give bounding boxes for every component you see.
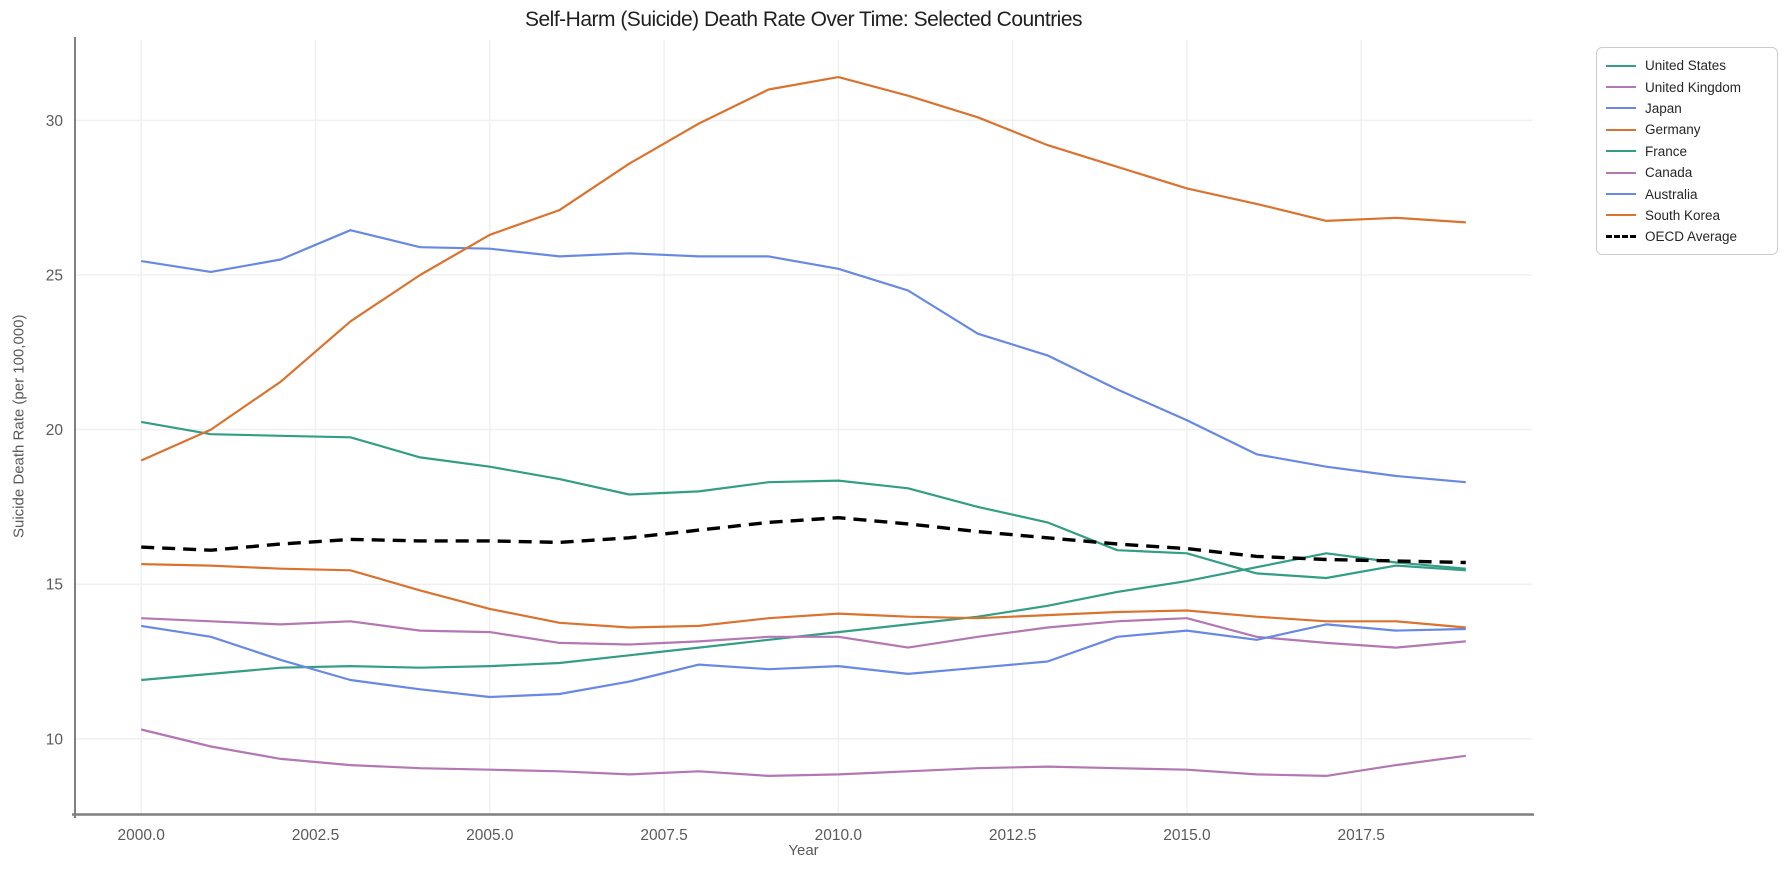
legend-item-label: Germany	[1645, 122, 1701, 138]
x-tick-label: 2005.0	[466, 827, 514, 844]
legend-swatch-line	[1606, 150, 1636, 153]
legend-item: Germany	[1606, 119, 1768, 140]
series-line-japan	[141, 229, 1466, 484]
legend-swatch-line	[1606, 214, 1636, 217]
series-line-france	[141, 420, 1466, 580]
legend-item: OECD Average	[1606, 226, 1768, 247]
legend-item-label: Japan	[1645, 100, 1682, 116]
legend-item: South Korea	[1606, 205, 1768, 226]
legend-item: Japan	[1606, 98, 1768, 119]
y-tick-label: 15	[46, 577, 63, 594]
legend-item: United Kingdom	[1606, 76, 1768, 97]
x-axis-title: Year	[788, 842, 819, 859]
x-tick-label: 2017.5	[1337, 827, 1384, 844]
x-tick-label: 2012.5	[989, 827, 1036, 844]
y-tick-label: 30	[46, 113, 64, 130]
series-line-united-kingdom	[140, 728, 1466, 778]
y-tick-label: 20	[46, 422, 64, 439]
legend-swatch-line	[1606, 107, 1636, 110]
legend-item-label: France	[1645, 143, 1688, 159]
legend-swatch-line	[1606, 193, 1636, 196]
y-tick-label: 25	[46, 267, 63, 284]
series-line-australia	[141, 623, 1466, 699]
legend-item: Australia	[1606, 183, 1768, 204]
series-line-oecd-average	[141, 516, 1466, 565]
legend-item-label: Canada	[1645, 165, 1693, 181]
x-tick-label: 2010.0	[815, 827, 863, 844]
legend-item-label: United Kingdom	[1645, 79, 1742, 95]
legend-swatch-line	[1606, 171, 1636, 174]
legend-item-label: South Korea	[1645, 207, 1721, 223]
legend-item-label: Australia	[1645, 186, 1698, 202]
legend-item: France	[1606, 141, 1768, 162]
series-line-south-korea	[140, 75, 1466, 462]
legend-item: United States	[1606, 55, 1768, 76]
y-tick-label: 10	[46, 731, 64, 748]
legend-swatch-line	[1606, 64, 1636, 67]
x-tick-label: 2002.5	[292, 827, 339, 844]
legend-swatch-line	[1606, 86, 1636, 89]
chart-title: Self-Harm (Suicide) Death Rate Over Time…	[524, 8, 1083, 31]
x-tick-label: 2000.0	[118, 827, 166, 844]
legend-item: Canada	[1606, 162, 1768, 183]
legend-swatch-line	[1606, 128, 1636, 131]
legend-swatch-dashed-line	[1606, 235, 1636, 239]
series-line-canada	[141, 617, 1466, 649]
legend-item-label: OECD Average	[1645, 229, 1738, 245]
series-line-germany	[141, 563, 1466, 629]
legend: United States United Kingdom Japan Germany F…	[1596, 47, 1778, 255]
x-tick-label: 2007.5	[640, 827, 687, 844]
legend-item-label: United States	[1645, 58, 1727, 74]
x-tick-label: 2015.0	[1163, 827, 1211, 844]
